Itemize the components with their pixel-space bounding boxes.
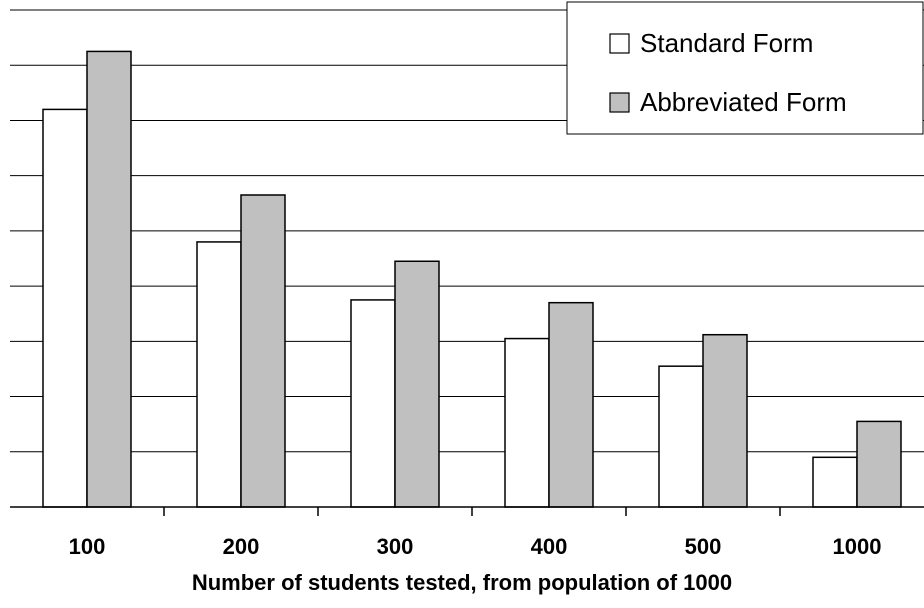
bar-abbreviated-300	[394, 260, 440, 508]
x-tick-label: 100	[69, 534, 106, 559]
x-tick-label: 500	[685, 534, 722, 559]
x-axis-title: Number of students tested, from populati…	[192, 570, 732, 595]
legend-label-standard: Standard Form	[640, 28, 813, 58]
bar-standard-500	[658, 365, 704, 508]
x-tick-label: 1000	[833, 534, 882, 559]
legend-label-abbreviated: Abbreviated Form	[640, 87, 847, 117]
bar-standard-200	[196, 241, 242, 508]
x-ticks	[163, 507, 781, 516]
bar-abbreviated-200	[240, 194, 286, 508]
bar-abbreviated-500	[702, 333, 748, 508]
legend: Standard Form Abbreviated Form	[566, 1, 924, 135]
bar-abbreviated-100	[86, 50, 132, 508]
legend-swatch-abbreviated	[609, 92, 630, 113]
gridlines	[10, 9, 924, 453]
bar-standard-300	[350, 299, 396, 508]
bar-abbreviated-1000	[856, 420, 902, 508]
bar-abbreviated-400	[548, 301, 594, 508]
bar-standard-1000	[812, 456, 858, 508]
x-tick-label: 400	[531, 534, 568, 559]
bars	[42, 50, 902, 508]
bar-standard-400	[504, 337, 550, 508]
bar-standard-100	[42, 108, 88, 508]
x-tick-label: 300	[377, 534, 414, 559]
x-tick-labels: 100 200 300 400 500 1000	[69, 534, 882, 559]
legend-swatch-standard	[609, 33, 630, 54]
x-tick-label: 200	[223, 534, 260, 559]
